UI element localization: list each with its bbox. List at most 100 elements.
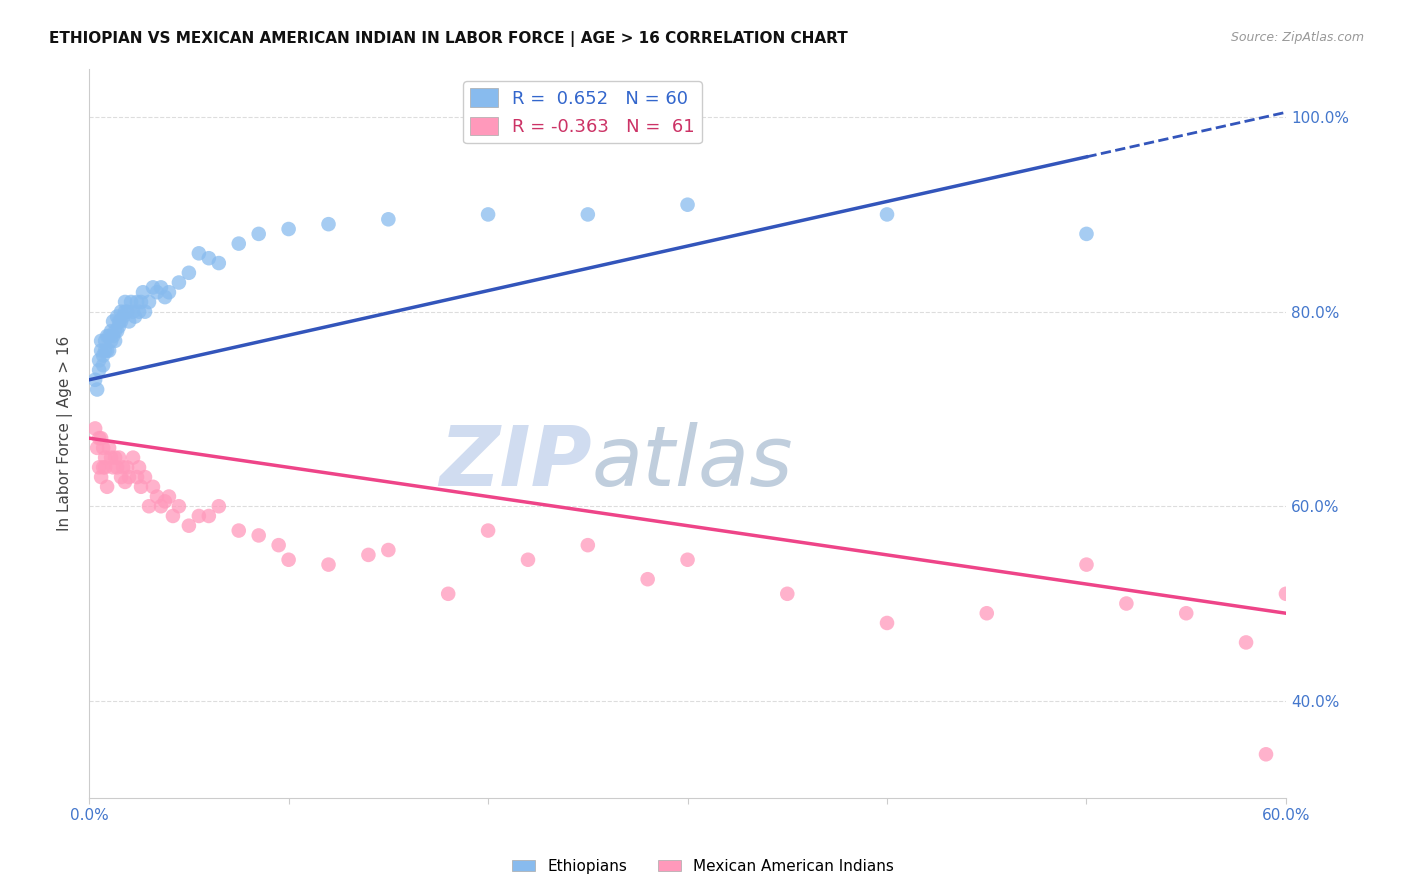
- Point: [89, 363, 111, 377]
- Point: [132, 285, 155, 300]
- Point: [676, 197, 699, 211]
- Point: [125, 295, 148, 310]
- Point: [90, 431, 112, 445]
- Point: [114, 295, 136, 310]
- Text: Source: ZipAtlas.com: Source: ZipAtlas.com: [1230, 31, 1364, 45]
- Point: [112, 460, 135, 475]
- Point: [84, 373, 107, 387]
- Point: [89, 353, 111, 368]
- Point: [115, 460, 138, 475]
- Point: [98, 343, 121, 358]
- Point: [377, 212, 399, 227]
- Point: [576, 207, 599, 221]
- Point: [146, 285, 169, 300]
- Point: [477, 524, 499, 538]
- Point: [1275, 587, 1298, 601]
- Legend: Ethiopians, Mexican American Indians: Ethiopians, Mexican American Indians: [506, 853, 900, 880]
- Point: [101, 460, 124, 475]
- Point: [91, 358, 114, 372]
- Point: [104, 334, 127, 348]
- Text: atlas: atlas: [592, 422, 793, 503]
- Point: [228, 524, 250, 538]
- Point: [115, 304, 138, 318]
- Point: [1076, 558, 1098, 572]
- Point: [149, 500, 172, 514]
- Point: [108, 319, 131, 334]
- Point: [153, 290, 176, 304]
- Point: [100, 450, 122, 465]
- Point: [120, 295, 142, 310]
- Point: [112, 310, 135, 324]
- Point: [84, 421, 107, 435]
- Point: [122, 304, 145, 318]
- Point: [105, 460, 128, 475]
- Point: [122, 450, 145, 465]
- Point: [94, 334, 117, 348]
- Point: [89, 460, 111, 475]
- Point: [86, 441, 108, 455]
- Point: [129, 480, 152, 494]
- Point: [198, 508, 221, 523]
- Point: [91, 460, 114, 475]
- Point: [153, 494, 176, 508]
- Point: [149, 280, 172, 294]
- Point: [146, 490, 169, 504]
- Point: [89, 431, 111, 445]
- Point: [100, 334, 122, 348]
- Point: [110, 304, 132, 318]
- Point: [187, 246, 209, 260]
- Point: [94, 450, 117, 465]
- Point: [129, 295, 152, 310]
- Text: ZIP: ZIP: [439, 422, 592, 503]
- Point: [437, 587, 460, 601]
- Text: ETHIOPIAN VS MEXICAN AMERICAN INDIAN IN LABOR FORCE | AGE > 16 CORRELATION CHART: ETHIOPIAN VS MEXICAN AMERICAN INDIAN IN …: [49, 31, 848, 47]
- Point: [94, 343, 117, 358]
- Point: [94, 460, 117, 475]
- Point: [198, 251, 221, 265]
- Point: [98, 441, 121, 455]
- Point: [98, 329, 121, 343]
- Point: [125, 470, 148, 484]
- Point: [118, 470, 141, 484]
- Point: [876, 615, 898, 630]
- Point: [108, 314, 131, 328]
- Point: [90, 343, 112, 358]
- Point: [167, 500, 190, 514]
- Point: [357, 548, 380, 562]
- Point: [876, 207, 898, 221]
- Point: [637, 572, 659, 586]
- Point: [1115, 597, 1137, 611]
- Point: [267, 538, 290, 552]
- Point: [134, 304, 156, 318]
- Point: [1175, 606, 1198, 620]
- Point: [776, 587, 799, 601]
- Point: [208, 500, 231, 514]
- Point: [91, 441, 114, 455]
- Point: [142, 480, 165, 494]
- Point: [187, 508, 209, 523]
- Point: [228, 236, 250, 251]
- Point: [247, 528, 270, 542]
- Point: [114, 304, 136, 318]
- Point: [134, 470, 156, 484]
- Point: [105, 324, 128, 338]
- Point: [104, 450, 127, 465]
- Point: [157, 285, 180, 300]
- Point: [318, 558, 340, 572]
- Point: [128, 460, 150, 475]
- Point: [86, 383, 108, 397]
- Y-axis label: In Labor Force | Age > 16: In Labor Force | Age > 16: [58, 335, 73, 531]
- Point: [976, 606, 998, 620]
- Point: [114, 475, 136, 489]
- Point: [110, 470, 132, 484]
- Point: [1076, 227, 1098, 241]
- Point: [101, 329, 124, 343]
- Point: [100, 324, 122, 338]
- Point: [167, 276, 190, 290]
- Point: [247, 227, 270, 241]
- Point: [177, 266, 200, 280]
- Point: [377, 543, 399, 558]
- Point: [162, 508, 184, 523]
- Point: [96, 329, 118, 343]
- Point: [104, 324, 127, 338]
